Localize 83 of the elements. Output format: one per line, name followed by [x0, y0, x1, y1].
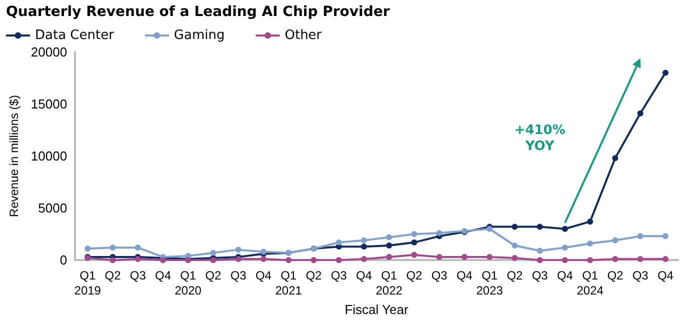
- point: [260, 256, 266, 262]
- x-tick-label: Q2: [506, 268, 524, 283]
- y-tick-label: 15000: [30, 96, 68, 112]
- point: [360, 256, 367, 262]
- point: [411, 239, 418, 246]
- point: [512, 224, 518, 230]
- point: [486, 254, 493, 260]
- x-tick-label: Q4: [657, 268, 674, 283]
- point: [562, 244, 568, 251]
- point: [386, 254, 392, 260]
- point: [662, 70, 668, 76]
- y-axis-title: Revenue in millions ($): [7, 95, 21, 218]
- x-tick-label: Q1 2021: [275, 268, 302, 298]
- point: [386, 242, 392, 249]
- point: [536, 248, 543, 254]
- point: [587, 257, 594, 264]
- x-tick-label: Q4: [456, 268, 473, 283]
- point: [110, 257, 116, 264]
- point: [637, 256, 644, 262]
- point: [110, 244, 116, 251]
- point: [411, 252, 418, 258]
- x-tick-label: Q3: [130, 268, 146, 283]
- annotation: +410% YOY: [514, 122, 566, 155]
- x-tick-label: Q1 2019: [74, 268, 102, 298]
- point: [134, 256, 141, 262]
- x-tick-label: Q2: [306, 268, 322, 283]
- chart-title: Quarterly Revenue of a Leading AI Chip Provider: [5, 3, 391, 22]
- x-tick-label: Q2: [607, 268, 624, 283]
- x-tick-label: Q3: [532, 268, 548, 283]
- x-tick-label: Q4: [556, 268, 574, 283]
- point: [461, 254, 468, 260]
- x-tick-label: Q2: [406, 268, 423, 283]
- point: [235, 256, 242, 262]
- point: [84, 246, 91, 252]
- y-tick-label: 5000: [38, 200, 68, 216]
- point: [637, 110, 644, 116]
- legend-label: Data Center: [35, 28, 115, 43]
- point: [662, 233, 668, 240]
- x-tick-label: Q4: [154, 268, 172, 283]
- point: [562, 257, 568, 264]
- point: [286, 257, 292, 264]
- point: [662, 256, 668, 262]
- x-axis-title: Fiscal Year: [344, 302, 409, 317]
- x-tick-label: Q4: [255, 268, 272, 283]
- x-tick-label: Q2: [104, 268, 122, 283]
- point: [512, 255, 518, 262]
- point: [562, 226, 568, 232]
- point: [637, 233, 644, 240]
- point: [336, 239, 342, 246]
- point: [411, 231, 418, 238]
- y-tick-label: 10000: [30, 148, 68, 164]
- x-tick-label: Q3: [330, 268, 348, 283]
- x-tick-label: Q3: [632, 268, 649, 283]
- point: [436, 254, 442, 260]
- x-tick-label: Q1 2024: [576, 268, 604, 298]
- x-tick-label: Q2: [205, 268, 222, 283]
- x-tick-label: Q3: [230, 268, 247, 283]
- x-tick-label: Q1 2020: [174, 268, 202, 298]
- point: [587, 240, 594, 246]
- point: [536, 257, 543, 264]
- point: [235, 246, 242, 253]
- point: [360, 244, 367, 250]
- point: [210, 250, 216, 256]
- point: [536, 224, 543, 230]
- point: [587, 218, 594, 225]
- y-tick-label: 20000: [30, 44, 68, 60]
- x-tick-label: Q1 2022: [376, 268, 403, 298]
- point: [386, 234, 392, 240]
- y-tick-label: 0: [60, 252, 68, 268]
- point: [612, 155, 618, 162]
- point: [134, 244, 141, 251]
- point: [360, 237, 367, 244]
- x-tick-label: Q1 2023: [476, 268, 504, 298]
- legend-label: Gaming: [174, 28, 225, 43]
- point: [512, 242, 518, 249]
- point: [336, 257, 342, 264]
- legend-label: Other: [284, 28, 322, 43]
- point: [612, 256, 618, 262]
- x-tick-label: Q3: [431, 268, 448, 283]
- point: [436, 230, 442, 236]
- x-tick-label: Q4: [356, 268, 372, 283]
- point: [612, 237, 618, 244]
- point: [310, 257, 317, 264]
